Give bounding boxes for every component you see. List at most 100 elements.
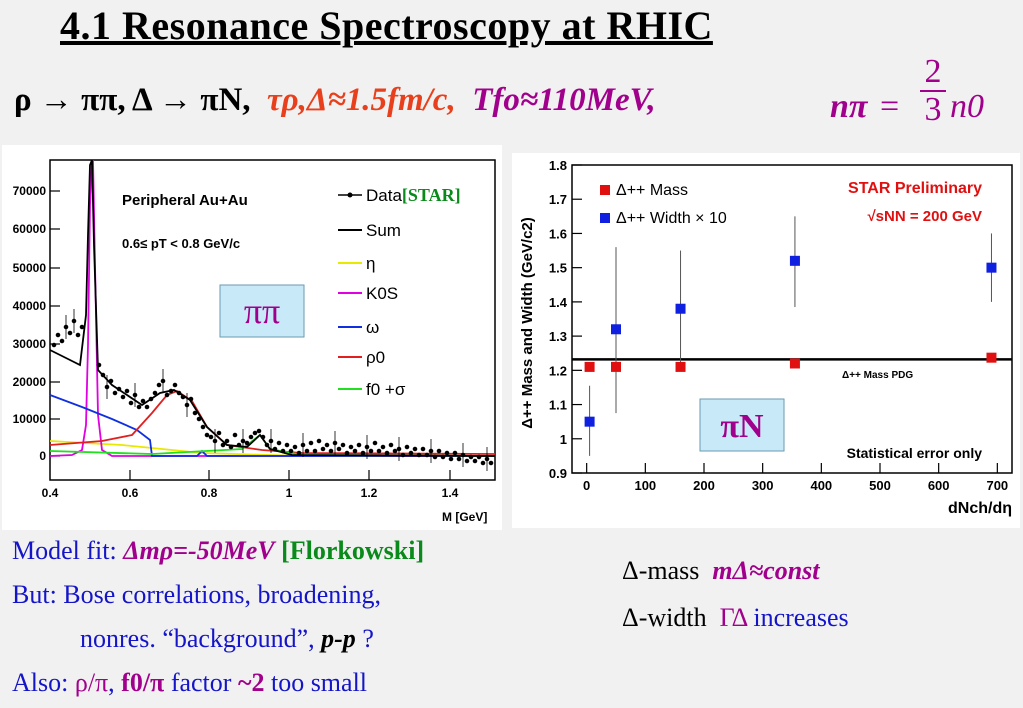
- factor-value: ~2: [237, 668, 265, 697]
- x-tick-0.8: 0.8: [201, 486, 218, 500]
- mass-point: [789, 358, 800, 369]
- x-tick-0.6: 0.6: [122, 486, 139, 500]
- sum-curve: [49, 159, 496, 457]
- delta-mass-label: Δ-mass: [622, 556, 700, 585]
- y-tick-label: 1.2: [549, 363, 567, 378]
- f0-pi-ratio: f0/π: [121, 668, 165, 697]
- legend-rho0: ρ0: [366, 348, 385, 367]
- legend-ks0: K0S: [366, 284, 398, 303]
- question-mark: ?: [355, 624, 374, 653]
- mass-point: [611, 361, 621, 372]
- factor-text: factor: [164, 668, 238, 697]
- gamma-delta: ΓΔ: [719, 603, 747, 632]
- bose-line: But: Bose correlations, broadening,: [12, 580, 381, 609]
- data-points: [51, 318, 494, 466]
- y-tick-label: 0.9: [549, 466, 567, 481]
- x-tick-0.4: 0.4: [42, 486, 59, 500]
- florkowski-ref: [Florkowski]: [274, 536, 425, 565]
- model-fit-prefix: Model fit:: [12, 536, 124, 565]
- width-point: [675, 303, 686, 314]
- delta-width-label: Δ-width: [622, 603, 707, 632]
- legend: Data[STAR] Sum η K0S ω ρ0 f0 +σ: [338, 185, 461, 399]
- pipi-spectrum-plot: 70000 60000 50000 40000 30000 20000 1000…: [13, 159, 496, 524]
- y-axis-label: Δ++ Mass and Width (GeV/c2): [519, 217, 536, 429]
- legend-width: Δ++ Width × 10: [616, 210, 727, 227]
- y-tick-label: 1.5: [549, 261, 567, 276]
- width-point: [611, 324, 621, 335]
- legend-data-tag: [STAR]: [402, 185, 461, 205]
- fraction-denominator: 3: [920, 90, 946, 128]
- rho-pi-ratio: ρ/π: [74, 668, 109, 697]
- data-error-bars: [65, 309, 488, 471]
- x-tick-1.4: 1.4: [442, 486, 459, 500]
- chart-subtitle: √sNN = 200 GeV: [867, 208, 982, 225]
- width-point: [584, 416, 595, 427]
- x-tick-labels: 0.4 0.6 0.8 1 1.2 1.4: [42, 486, 459, 500]
- comma: ,: [108, 668, 122, 697]
- increases-text: increases: [746, 603, 849, 632]
- x-tick-label: 700: [986, 478, 1008, 493]
- legend-f0: f0 +σ: [366, 380, 406, 399]
- y-tick-label: 1: [560, 432, 567, 447]
- legend-sum: Sum: [366, 221, 401, 240]
- y-tick-50000: 50000: [13, 261, 47, 275]
- x-tick-label: 300: [752, 478, 774, 493]
- fraction-numerator: 2: [924, 53, 942, 90]
- y-tick-labels: 70000 60000 50000 40000 30000 20000 1000…: [13, 184, 47, 463]
- y-tick-0: 0: [39, 449, 46, 463]
- legend-eta: η: [366, 254, 375, 273]
- pipi-label-box: [219, 284, 305, 338]
- x-axis-label: M [GeV]: [442, 510, 487, 524]
- mass-point: [584, 361, 595, 372]
- page-title: 4.1 Resonance Spectroscopy at RHIC: [60, 3, 713, 48]
- model-fit-line: Model fit: Δmρ=-50MeV [Florkowski]: [12, 536, 424, 566]
- width-point: [986, 262, 997, 273]
- delta-width-line: Δ-width ΓΔ increases: [622, 603, 849, 633]
- width-point: [789, 255, 800, 266]
- y-tick-label: 1.3: [549, 329, 567, 344]
- y-tick-label: 1.7: [549, 192, 567, 207]
- x-tick-label: 600: [928, 478, 950, 493]
- tfo-text: Tfo≈110MeV,: [472, 82, 656, 118]
- chart-title: STAR Preliminary: [848, 180, 982, 197]
- omega-curve: [49, 394, 495, 457]
- x-tick-1.2: 1.2: [361, 486, 378, 500]
- delta-mass-width-chart: STAR Preliminary √sNN = 200 GeV Δ++ Mass…: [519, 158, 1013, 517]
- legend-mass: Δ++ Mass: [616, 182, 688, 199]
- y-tick-40000: 40000: [13, 299, 47, 313]
- tau-text: τρ,Δ≈1.5fm/c,: [267, 82, 456, 118]
- y-tick-label: 1.8: [549, 158, 567, 173]
- equals-sign: =: [880, 88, 900, 125]
- x-tick-1: 1: [286, 486, 293, 500]
- decays-text: ρ → ππ, Δ → πN,: [14, 82, 251, 118]
- pp-text: p-p: [321, 624, 356, 653]
- npi-lhs: nπ: [830, 88, 868, 125]
- piN-label-box: [699, 398, 785, 452]
- x-tick-label: 100: [634, 478, 656, 493]
- pipi-spectrum-panel: 70000 60000 50000 40000 30000 20000 1000…: [2, 145, 502, 530]
- x-axis-label: dNch/dη: [948, 500, 1012, 517]
- subtitle-line: ρ → ππ, Δ → πN, τρ,Δ≈1.5fm/c, Tfo≈110MeV…: [14, 82, 656, 119]
- piN-label: πN: [720, 408, 764, 445]
- nonres-line: nonres. “background”, p-p ?: [80, 624, 374, 654]
- npi-rhs: n0: [950, 88, 984, 125]
- too-small-text: too small: [264, 668, 368, 697]
- also-prefix: Also:: [12, 668, 75, 697]
- pdg-label: Δ++ Mass PDG: [842, 370, 913, 381]
- x-tick-label: 400: [810, 478, 832, 493]
- y-tick-20000: 20000: [13, 375, 47, 389]
- model-fit-value: Δmρ=-50MeV: [123, 536, 275, 565]
- mass-point: [675, 361, 686, 372]
- x-tick-label: 200: [693, 478, 715, 493]
- mass-const: mΔ≈const: [712, 556, 820, 585]
- x-tick-label: 0: [583, 478, 590, 493]
- mass-point: [986, 352, 997, 363]
- legend-data: Data[STAR]: [366, 185, 461, 205]
- statistical-note: Statistical error only: [847, 445, 983, 461]
- y-tick-70000: 70000: [13, 184, 47, 198]
- y-tick-60000: 60000: [13, 222, 47, 236]
- y-tick-30000: 30000: [13, 337, 47, 351]
- y-tick-label: 1.1: [549, 398, 567, 413]
- nonres-text: nonres. “background”,: [80, 624, 322, 653]
- delta-mass-line: Δ-mass mΔ≈const: [622, 556, 820, 586]
